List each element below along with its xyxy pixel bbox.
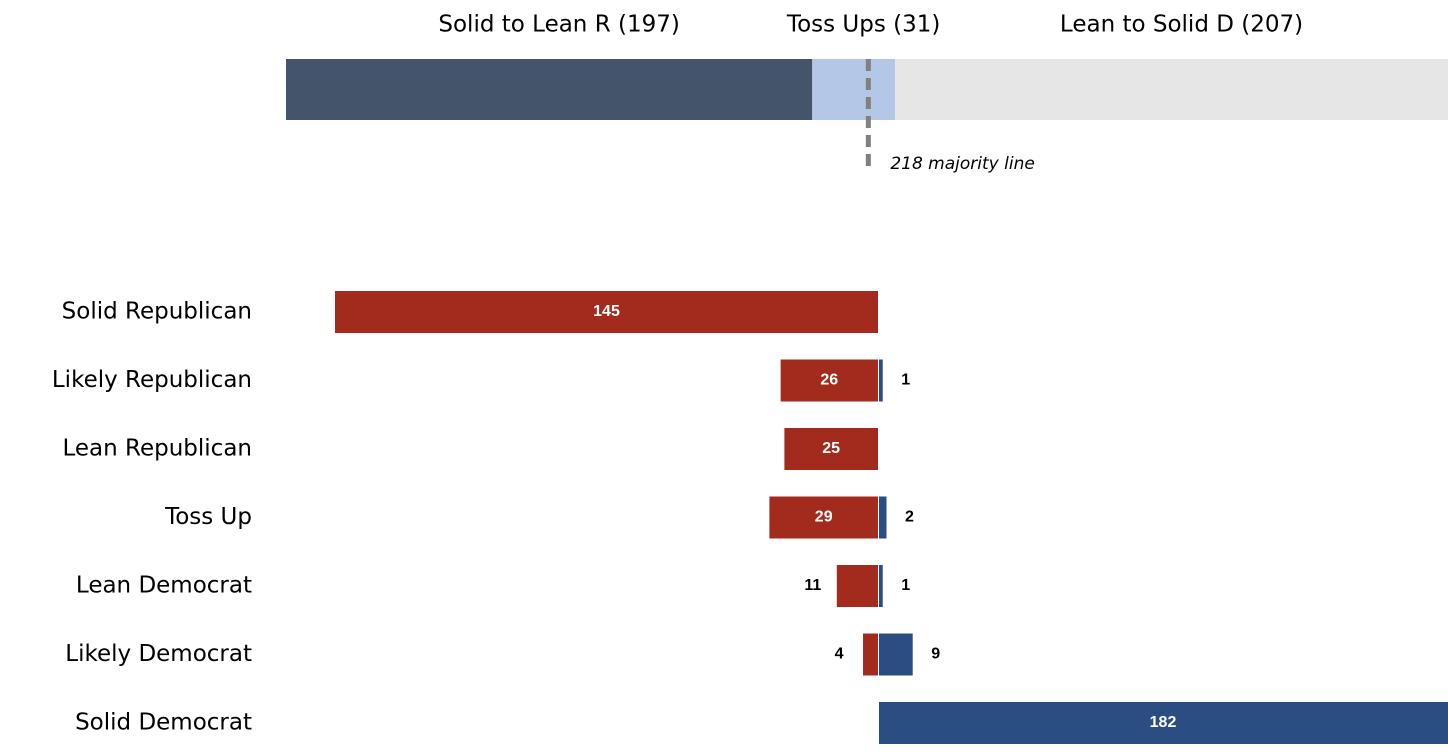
bar <box>863 633 878 676</box>
category-label: Lean Republican <box>62 436 252 462</box>
category-label: Toss Up <box>164 504 252 530</box>
data-label: 2 <box>905 509 914 526</box>
data-label: 1 <box>901 577 910 594</box>
category-label: Likely Republican <box>52 367 252 393</box>
legend-label: Toss Ups (31) <box>786 12 940 38</box>
bar <box>836 565 878 607</box>
legend-label: Solid to Lean R (197) <box>438 12 679 38</box>
bar <box>780 359 878 402</box>
data-label: 26 <box>820 372 838 389</box>
data-label: 11 <box>804 577 821 594</box>
legend-label: Lean to Solid D (207) <box>1060 12 1303 38</box>
bar <box>335 291 878 333</box>
category-label: Solid Republican <box>62 299 252 325</box>
category-label: Solid Democrat <box>75 710 252 736</box>
bar <box>879 359 883 402</box>
data-label: 182 <box>1150 714 1177 731</box>
data-label: 4 <box>835 646 844 663</box>
segment <box>812 59 896 120</box>
category-label: Lean Democrat <box>76 573 252 599</box>
data-label: 25 <box>822 440 840 457</box>
segment <box>895 59 1448 120</box>
category-label: Likely Democrat <box>65 641 252 667</box>
segment <box>286 59 813 120</box>
annotation: 218 majority line <box>890 154 1034 174</box>
bar <box>879 565 883 607</box>
bar <box>769 496 878 539</box>
bar <box>879 633 913 676</box>
data-label: 29 <box>815 509 833 526</box>
bar <box>879 702 1448 744</box>
bar <box>784 428 878 470</box>
data-label: 9 <box>931 646 940 663</box>
bar <box>879 496 887 539</box>
data-label: 145 <box>593 303 620 320</box>
data-label: 1 <box>901 372 910 389</box>
